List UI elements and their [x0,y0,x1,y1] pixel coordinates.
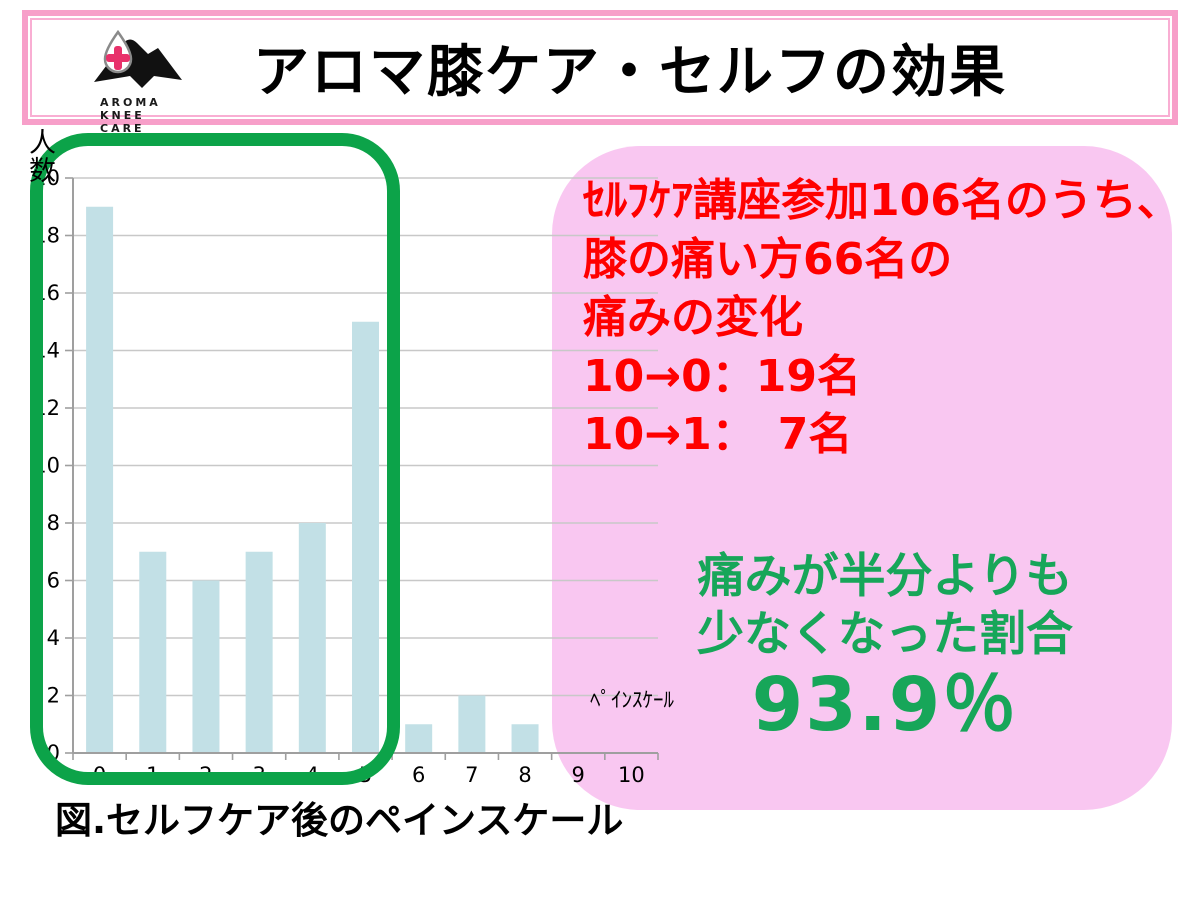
y-tick-label: 12 [40,396,60,420]
y-axis-title: 人数 [24,128,55,184]
logo-text-line: AROMA [100,96,161,109]
y-tick-label: 18 [40,224,60,248]
header-box: AROMA KNEE CARE アロマ膝ケア・セルフの効果 [22,10,1178,135]
red-line-1: ｾﾙﾌｹｱ講座参加106名のうち、 [583,175,1181,226]
red-line-4: 10→0：19名 [583,350,861,402]
bar-category-0 [86,206,114,753]
red-line-2: 膝の痛い方66名の [583,233,953,285]
y-tick-label: 10 [40,454,60,478]
y-tick-label: 8 [47,511,60,535]
bar-category-3 [245,551,273,753]
green-annotation-text: 痛みが半分よりも 少なくなった割合 93.9％ [630,548,1140,746]
bar-category-5 [352,321,379,753]
figure-caption: 図.セルフケア後のペインスケール [55,799,624,842]
red-line-3: 痛みの変化 [583,292,803,344]
bar-category-7 [458,695,486,753]
y-tick-label: 2 [47,684,60,708]
x-tick-label: 6 [412,763,425,787]
slide-title: アロマ膝ケア・セルフの効果 [253,40,1007,105]
bar-category-6 [405,724,433,753]
green-percentage: 93.9％ [751,661,1019,748]
bar-category-8 [511,724,539,753]
bar-category-2 [192,580,220,753]
x-axis-title: ﾍﾟｲﾝｽｹｰﾙ [590,688,674,712]
x-tick-label: 7 [465,763,478,787]
red-annotation-text: ｾﾙﾌｹｱ講座参加106名のうち、 膝の痛い方66名の 痛みの変化 10→0：1… [583,172,1181,465]
logo-text-line: KNEE [100,109,145,122]
logo-text-line: CARE [100,122,145,135]
y-tick-label: 4 [47,626,60,650]
green-line-2: 少なくなった割合 [697,607,1073,663]
y-tick-label: 14 [40,339,60,363]
annotation-bubble [552,146,1172,810]
bar-category-1 [139,551,167,753]
x-tick-label: 9 [572,763,585,787]
mountain-drop-icon [94,29,182,88]
highlight-range-outline [30,133,400,785]
y-tick-label: 16 [40,281,60,305]
aroma-knee-care-logo: AROMA KNEE CARE [80,24,200,135]
red-line-5: 10→1： 7名 [583,409,853,461]
y-tick-label: 6 [47,569,60,593]
green-line-1: 痛みが半分よりも [697,549,1073,604]
x-tick-label: 10 [618,763,645,787]
bar-category-4 [298,523,326,753]
x-tick-label: 8 [518,763,531,787]
